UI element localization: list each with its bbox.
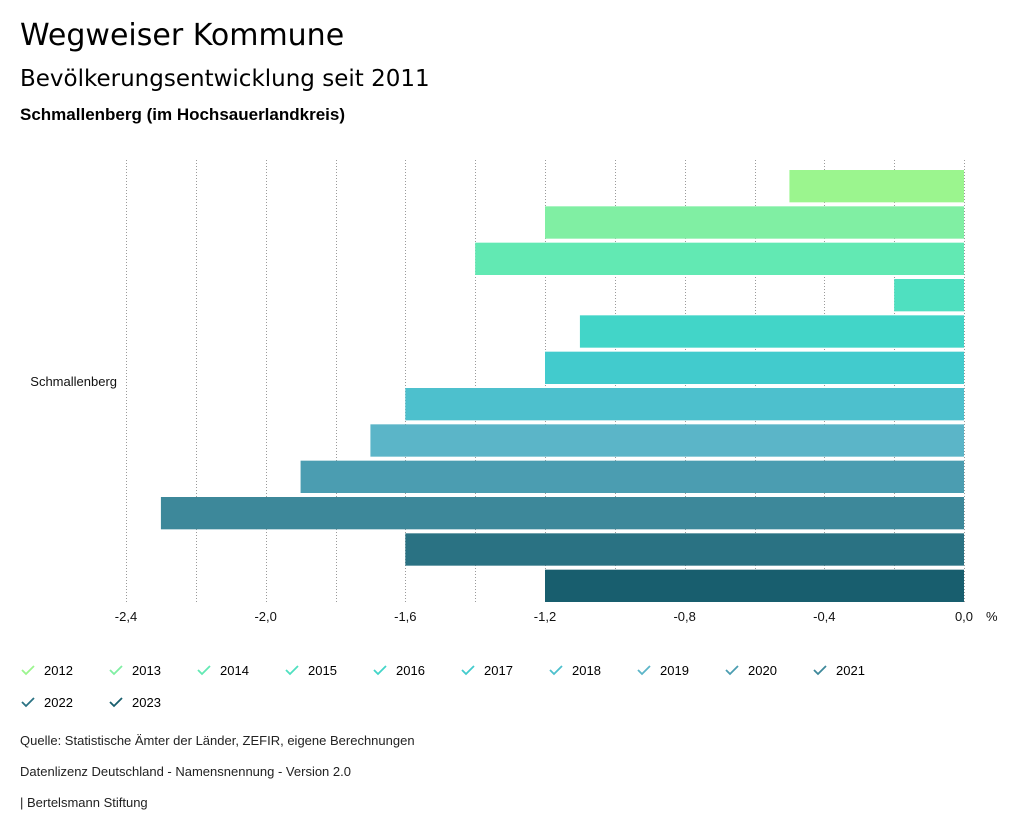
check-icon	[109, 665, 123, 676]
legend-item-2013[interactable]: 2013	[108, 660, 161, 680]
check-icon	[21, 697, 35, 708]
legend-label: 2021	[836, 662, 865, 678]
legend-item-2016[interactable]: 2016	[372, 660, 425, 680]
legend-item-2020[interactable]: 2020	[724, 660, 777, 680]
bar-2018	[405, 388, 964, 421]
x-tick-label: -2,0	[254, 609, 276, 624]
check-icon	[21, 665, 35, 676]
legend-label: 2017	[484, 662, 513, 678]
category-label: Schmallenberg	[30, 374, 117, 389]
license-note: Datenlizenz Deutschland - Namensnennung …	[20, 764, 351, 779]
bar-chart: Schmallenberg -2,4 -2,0 -1,6 -1,2 -0,8 -0,4 0,0…	[30, 160, 998, 624]
legend-item-2014[interactable]: 2014	[196, 660, 249, 680]
x-axis-unit: %	[986, 609, 998, 624]
bar-2023	[545, 569, 964, 602]
legend-item-2023[interactable]: 2023	[108, 692, 161, 712]
bar-2019	[370, 424, 965, 457]
legend-label: 2020	[748, 662, 777, 678]
check-icon	[461, 665, 475, 676]
x-tick-label: -1,2	[534, 609, 556, 624]
x-tick-label: -0,8	[673, 609, 695, 624]
bar-2012	[789, 170, 964, 203]
legend-item-2022[interactable]: 2022	[20, 692, 73, 712]
source-note: Quelle: Statistische Ämter der Länder, Z…	[20, 733, 415, 748]
bar-2017	[545, 351, 964, 384]
x-tick-label: -2,4	[115, 609, 137, 624]
legend-label: 2023	[132, 694, 161, 710]
x-tick-label: 0,0	[955, 609, 973, 624]
bar-2021	[160, 497, 964, 530]
bar-2014	[475, 242, 964, 275]
legend-label: 2022	[44, 694, 73, 710]
legend-label: 2019	[660, 662, 689, 678]
legend-item-2015[interactable]: 2015	[284, 660, 337, 680]
chart-subtitle: Bevölkerungsentwicklung seit 2011	[20, 66, 430, 92]
bar-2020	[300, 460, 964, 493]
legend-label: 2016	[396, 662, 425, 678]
legend-item-2018[interactable]: 2018	[548, 660, 601, 680]
bar-2013	[545, 206, 964, 239]
check-icon	[197, 665, 211, 676]
legend-item-2021[interactable]: 2021	[812, 660, 865, 680]
page-title: Wegweiser Kommune	[20, 18, 345, 53]
check-icon	[109, 697, 123, 708]
legend-item-2019[interactable]: 2019	[636, 660, 689, 680]
legend-label: 2015	[308, 662, 337, 678]
check-icon	[549, 665, 563, 676]
check-icon	[637, 665, 651, 676]
bar-2022	[405, 533, 964, 566]
legend-label: 2018	[572, 662, 601, 678]
check-icon	[725, 665, 739, 676]
check-icon	[285, 665, 299, 676]
legend-label: 2014	[220, 662, 249, 678]
check-icon	[373, 665, 387, 676]
region-label: Schmallenberg (im Hochsauerlandkreis)	[20, 105, 345, 124]
x-tick-label: -1,6	[394, 609, 416, 624]
brand-note: | Bertelsmann Stiftung	[20, 795, 148, 810]
legend-item-2017[interactable]: 2017	[460, 660, 513, 680]
legend-label: 2012	[44, 662, 73, 678]
x-tick-label: -0,4	[813, 609, 835, 624]
legend-label: 2013	[132, 662, 161, 678]
bar-2016	[579, 315, 964, 348]
check-icon	[813, 665, 827, 676]
bar-2015	[894, 279, 964, 312]
legend-item-2012[interactable]: 2012	[20, 660, 73, 680]
